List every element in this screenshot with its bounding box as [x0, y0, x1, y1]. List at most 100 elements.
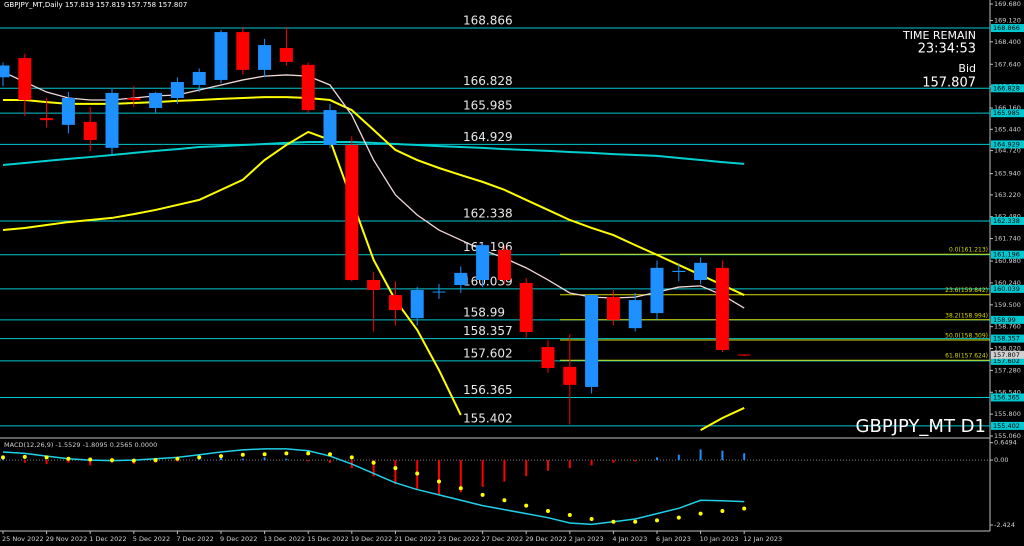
x-tick-label: 23 Dec 2022 [438, 535, 480, 543]
axis-level-box [991, 216, 1024, 225]
x-tick-label: 7 Dec 2022 [176, 535, 213, 543]
candle-body [388, 295, 402, 311]
x-tick-label: 27 Dec 2022 [482, 535, 524, 543]
level-label: 156.365 [463, 383, 513, 397]
candle-body [563, 366, 577, 385]
signal-dot [437, 479, 441, 484]
x-tick-label: 1 Dec 2022 [89, 535, 126, 543]
y-tick-label: -2.424 [994, 521, 1015, 529]
fib-label: 61.8(157.624) [945, 353, 988, 360]
signal-dot [22, 454, 27, 459]
time-remain: 23:34:53 [918, 42, 976, 57]
level-label: 158.99 [463, 305, 505, 319]
axis-level-box [991, 393, 1024, 402]
bid-box [991, 350, 1024, 359]
level-label: 155.402 [463, 411, 513, 425]
level-label: 162.338 [463, 206, 513, 220]
axis-level-label: 160.039 [993, 285, 1020, 293]
axis-level-box [991, 284, 1024, 293]
signal-dot [567, 513, 572, 517]
x-tick-label: 25 Nov 2022 [2, 535, 44, 543]
y-tick-label: 166.160 [994, 104, 1021, 112]
candle-body [650, 267, 664, 314]
x-tick-label: 21 Dec 2022 [394, 535, 436, 543]
axis-level-label: 162.338 [993, 217, 1020, 225]
axis-level-label: 158.357 [993, 335, 1020, 343]
signal-dot [1, 455, 5, 460]
indicator-line [2, 140, 745, 167]
x-tick-label: 9 Dec 2022 [220, 535, 257, 543]
signal-dot [66, 456, 71, 461]
candle-body [170, 82, 184, 98]
candle-body [715, 267, 729, 351]
macd-line [2, 448, 745, 526]
candle-body [40, 118, 54, 121]
y-tick-label: 0.6494 [994, 439, 1017, 447]
y-tick-label: 160.240 [994, 279, 1021, 287]
signal-dot [698, 511, 703, 516]
axis-level-label: 164.929 [993, 140, 1020, 148]
candle-body [541, 347, 555, 369]
candle-body [18, 58, 32, 101]
axis-level-label: 166.828 [993, 84, 1020, 92]
signal-dot [219, 454, 223, 459]
candle-body [585, 295, 599, 387]
signal-dot [153, 458, 158, 463]
candle-body [476, 245, 490, 280]
x-tick-label: 19 Dec 2022 [351, 535, 393, 543]
bid-label: Bid [958, 62, 976, 75]
axis-level-box [991, 250, 1024, 259]
candle-body [606, 297, 620, 320]
x-tick-label: 29 Dec 2022 [525, 535, 567, 543]
level-label: 165.985 [463, 99, 513, 113]
signal-dot [676, 515, 681, 520]
y-tick-label: 161.740 [994, 235, 1021, 243]
candle-body [149, 92, 163, 109]
y-tick-label: 156.540 [994, 388, 1021, 396]
fib-label: 50.0(158.309) [945, 332, 988, 339]
axis-level-box [991, 334, 1024, 343]
signal-dot [349, 455, 354, 460]
candle-body [105, 92, 119, 148]
candle-body [0, 65, 10, 78]
candle-body [672, 270, 686, 273]
axis-level-box [991, 84, 1024, 93]
axis-level-box [991, 24, 1024, 33]
y-tick-label: 169.120 [994, 17, 1021, 25]
axis-level-label: 168.866 [993, 24, 1020, 32]
y-tick-label: 157.280 [994, 366, 1021, 374]
level-label: 157.602 [463, 346, 513, 360]
signal-dot [415, 471, 420, 476]
axis-level-box [991, 109, 1024, 118]
signal-dot [328, 452, 332, 457]
axis-level-box [991, 315, 1024, 324]
y-tick-label: 167.640 [994, 60, 1021, 68]
candle-body [301, 64, 315, 111]
x-tick-label: 15 Dec 2022 [307, 535, 349, 543]
y-tick-label: 160.980 [994, 257, 1021, 265]
y-tick-label: 158.020 [994, 345, 1021, 353]
candle-body [279, 48, 293, 62]
x-tick-label: 2 Jan 2023 [569, 535, 604, 543]
x-tick-label: 10 Jan 2023 [700, 535, 739, 543]
y-tick-label: 168.400 [994, 38, 1021, 46]
level-label: 158.357 [463, 324, 513, 338]
axis-level-label: 155.402 [993, 422, 1020, 430]
signal-dot [44, 455, 49, 460]
x-tick-label: 13 Dec 2022 [264, 535, 306, 543]
y-tick-label: 159.500 [994, 301, 1021, 309]
y-tick-label: 155.060 [994, 432, 1021, 440]
signal-dot [175, 456, 180, 461]
candle-body [323, 110, 337, 145]
candle-body [367, 279, 381, 291]
axis-level-label: 165.985 [993, 109, 1020, 117]
chart-header: GBPJPY_MT,Daily 157.819 157.819 157.758 … [4, 1, 187, 9]
level-label: 166.828 [463, 74, 513, 88]
x-tick-label: 5 Dec 2022 [133, 535, 170, 543]
signal-dot [546, 508, 550, 513]
x-tick-label: 12 Jan 2023 [743, 535, 782, 543]
candle-body [345, 144, 359, 280]
signal-dot [284, 451, 289, 456]
